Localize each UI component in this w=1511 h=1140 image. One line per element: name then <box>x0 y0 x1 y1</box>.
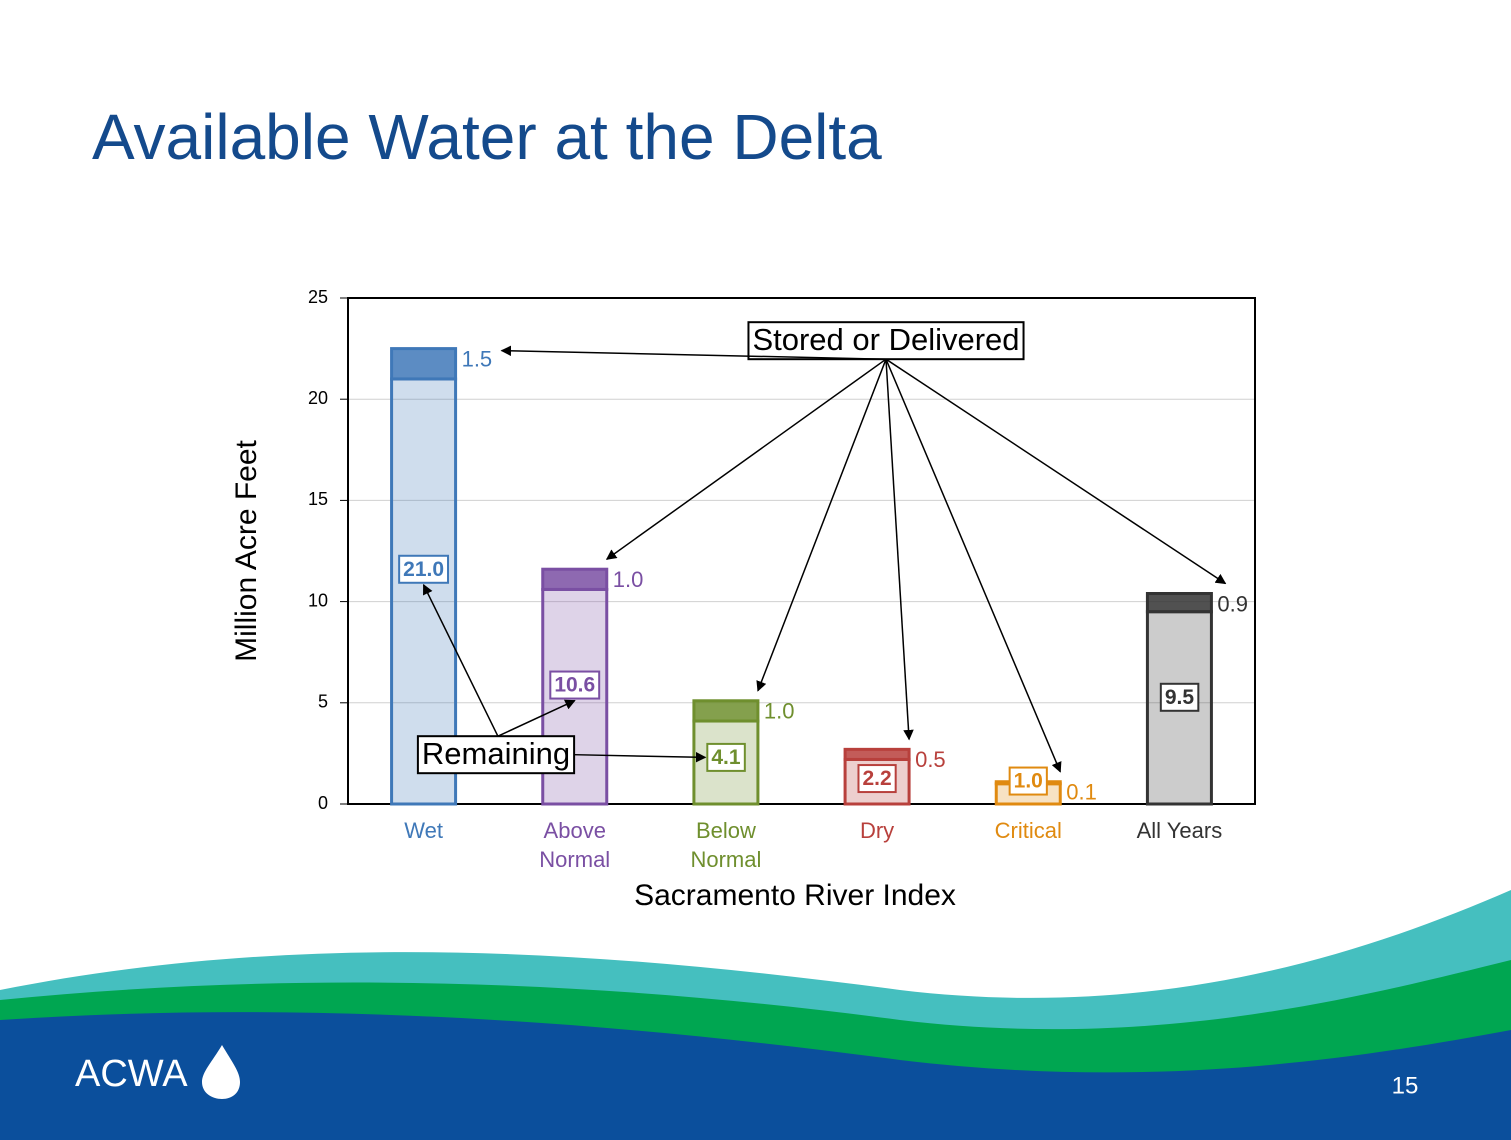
x-tick-label: Critical <box>994 818 1062 843</box>
arrow <box>885 358 1227 585</box>
remaining-label-box <box>1008 766 1048 796</box>
stored-label: 1.0 <box>613 567 644 592</box>
y-tick-label: 0 <box>318 793 328 813</box>
bar-stored <box>1145 592 1213 614</box>
arrow <box>885 359 914 741</box>
arrow <box>756 358 887 692</box>
bar-stored <box>843 747 911 761</box>
page-number: 15 <box>1392 1072 1419 1099</box>
y-tick-label: 20 <box>308 388 328 408</box>
remaining-label: 1.0 <box>1014 770 1043 793</box>
bar-remaining <box>1145 610 1213 806</box>
remaining-label: 10.6 <box>554 674 595 697</box>
slide-title: Available Water at the Delta <box>92 101 882 173</box>
plot-frame <box>347 297 1256 805</box>
arrow <box>605 358 887 560</box>
y-tick-label: 15 <box>308 489 328 509</box>
logo-text: ACWA <box>75 1053 188 1095</box>
stored-label: 0.9 <box>1217 591 1248 616</box>
remaining-label-box <box>857 764 897 794</box>
y-tick-label: 10 <box>308 590 328 610</box>
remaining-label: 4.1 <box>711 746 741 769</box>
stored-label: 1.5 <box>462 346 493 371</box>
arrow <box>422 583 499 737</box>
x-tick-label: Above Normal <box>539 818 611 872</box>
bar-stored <box>692 699 760 723</box>
remaining-annotation-box <box>416 735 576 775</box>
y-tick-label: 5 <box>318 692 328 712</box>
stored-label: 0.5 <box>915 747 946 772</box>
stored-label: 0.1 <box>1066 780 1097 805</box>
stored-annotation-box <box>747 321 1025 361</box>
remaining-annotation: Remaining <box>422 736 570 771</box>
remaining-label-box <box>706 742 746 772</box>
remaining-label-box <box>549 670 601 700</box>
bar-stored <box>390 347 458 381</box>
logo-drop <box>202 1045 240 1099</box>
y-tick-label: 25 <box>308 287 328 307</box>
remaining-label-box <box>398 554 450 584</box>
stored-label: 1.0 <box>764 699 795 724</box>
arrow <box>574 751 707 763</box>
arrow <box>497 699 576 737</box>
wave-blue <box>0 1012 1511 1140</box>
remaining-label: 9.5 <box>1165 686 1195 709</box>
bar-stored <box>541 567 609 591</box>
y-axis-label: Million Acre Feet <box>230 439 263 661</box>
remaining-label-box <box>1159 682 1200 712</box>
remaining-label: 2.2 <box>862 767 891 790</box>
x-axis-label: Sacramento River Index <box>634 879 956 912</box>
arrow <box>885 358 1062 773</box>
remaining-label: 21.0 <box>403 558 444 581</box>
stored-annotation: Stored or Delivered <box>752 322 1019 357</box>
x-tick-label: Wet <box>404 818 443 843</box>
x-tick-label: Below Normal <box>690 818 762 872</box>
arrow <box>500 345 887 360</box>
x-tick-label: All Years <box>1136 818 1223 843</box>
x-tick-label: Dry <box>859 818 895 843</box>
